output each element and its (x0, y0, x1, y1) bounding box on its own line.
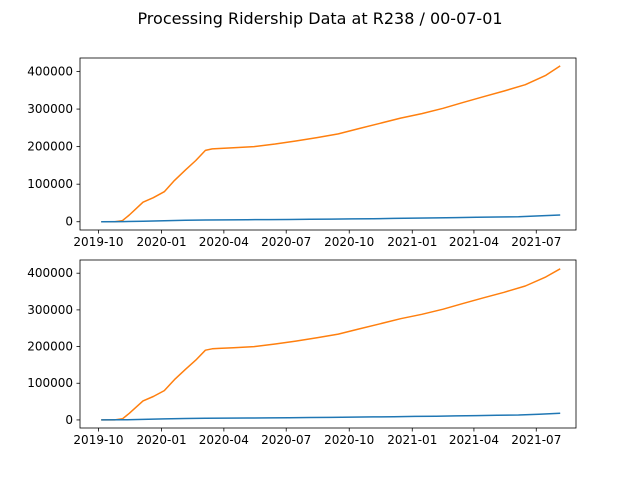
x-tick-label: 2021-07 (511, 433, 561, 447)
x-tick-label: 2020-07 (261, 433, 311, 447)
x-tick-label: 2021-01 (387, 235, 437, 249)
x-tick-label: 2020-01 (136, 235, 186, 249)
x-tick-label: 2021-04 (449, 433, 499, 447)
axes-frame (79, 259, 577, 429)
x-tick-label: 2020-01 (136, 433, 186, 447)
x-tick-label: 2019-10 (73, 235, 123, 249)
series-line-orange (101, 268, 561, 421)
figure-title: Processing Ridership Data at R238 / 00-0… (137, 9, 502, 28)
subplot-top: 0 100000 200000 300000 400000 2019-10 2020-01 2… (27, 57, 577, 249)
y-tick-label: 400000 (27, 65, 73, 79)
x-tick-label: 2020-04 (199, 433, 249, 447)
y-tick-label: 200000 (27, 140, 73, 154)
x-tick-label: 2021-04 (449, 235, 499, 249)
x-tick-label: 2020-10 (324, 433, 374, 447)
y-tick-label: 100000 (27, 177, 73, 191)
y-tick-label: 300000 (27, 303, 73, 317)
x-tick-label: 2020-07 (261, 235, 311, 249)
series-line-blue (101, 214, 561, 223)
y-tick-label: 0 (65, 215, 73, 229)
x-tick-label: 2020-04 (199, 235, 249, 249)
y-tick-label: 300000 (27, 102, 73, 116)
x-tick-label: 2019-10 (73, 433, 123, 447)
x-tick-label: 2021-07 (511, 235, 561, 249)
series-line-blue (101, 412, 561, 421)
y-tick-label: 0 (65, 413, 73, 427)
y-tick-label: 200000 (27, 340, 73, 354)
series-line-orange (101, 65, 561, 223)
y-tick-label: 100000 (27, 376, 73, 390)
subplot-bottom: 0 100000 200000 300000 400000 2019-10 2020-01 2… (27, 259, 577, 447)
axes-frame (79, 57, 577, 231)
x-tick-label: 2021-01 (387, 433, 437, 447)
y-tick-label: 400000 (27, 266, 73, 280)
x-tick-label: 2020-10 (324, 235, 374, 249)
